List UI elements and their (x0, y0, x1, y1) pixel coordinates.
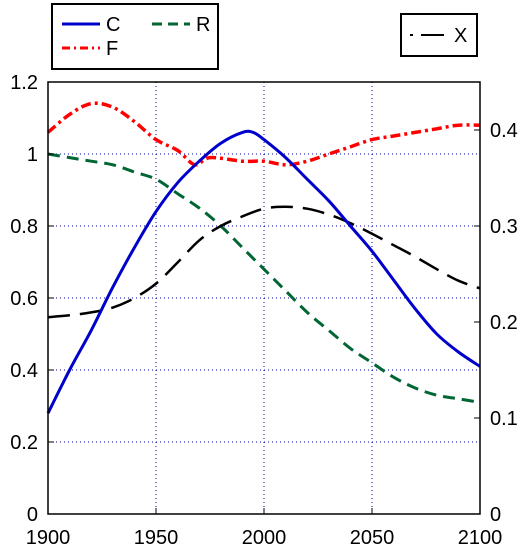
legend-label-r: R (196, 14, 210, 36)
y2-tick-label-2: 0.2 (490, 312, 518, 334)
y-tick-label-1: 0.2 (10, 432, 38, 454)
legend-right: X (400, 13, 478, 57)
x-tick-label-1: 1950 (134, 527, 179, 549)
legend-label-c: C (106, 14, 120, 36)
y-tick-label-6: 1.2 (10, 72, 38, 94)
y-tick-label-4: 0.8 (10, 216, 38, 238)
y2-tick-label-3: 0.3 (490, 216, 518, 238)
y-tick-label-3: 0.6 (10, 288, 38, 310)
legend-label-f: F (106, 38, 118, 60)
x-tick-label-4: 2100 (458, 527, 503, 549)
grid-lines (48, 82, 480, 514)
legend-left: C R F (51, 3, 219, 70)
x-tick-label-0: 1900 (26, 527, 71, 549)
legend-label-x: X (454, 25, 467, 47)
y2-tick-label-0: 0 (490, 504, 501, 526)
y-tick-label-0: 0 (27, 504, 38, 526)
x-tick-label-2: 2000 (242, 527, 287, 549)
legend-left-box (51, 3, 219, 70)
x-tick-label-3: 2050 (350, 527, 395, 549)
y2-tick-label-1: 0.1 (490, 408, 518, 430)
y-tick-label-2: 0.4 (10, 360, 38, 382)
tick-labels: 1900 1950 2000 2050 210000.20.40.60.811.200.… (10, 72, 518, 549)
y2-tick-label-4: 0.4 (490, 120, 518, 142)
series-layer (46, 101, 481, 414)
series-line-r (47, 152, 481, 404)
y-tick-label-5: 1 (27, 144, 38, 166)
series-line-x (47, 205, 481, 319)
series-line-c (46, 129, 481, 414)
series-line-f (46, 101, 481, 167)
